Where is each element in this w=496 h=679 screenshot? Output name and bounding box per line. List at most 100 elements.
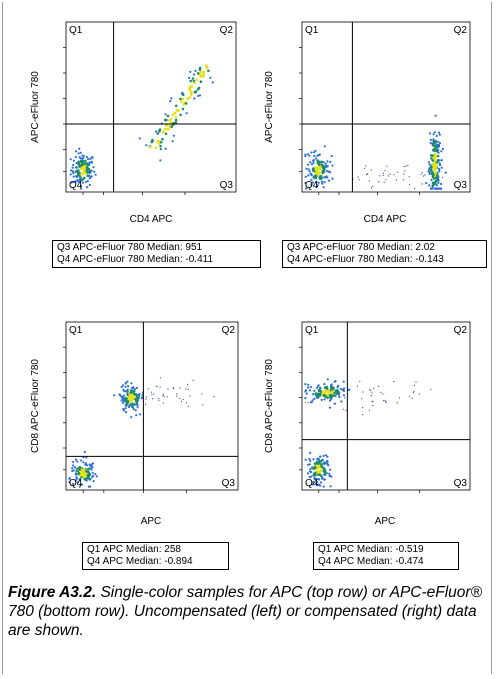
data-point (372, 400, 374, 402)
data-point (162, 395, 164, 397)
data-point (336, 386, 339, 389)
data-point (69, 173, 72, 176)
data-point (122, 409, 126, 412)
data-point (71, 467, 74, 470)
data-point (339, 387, 342, 390)
data-point (308, 463, 311, 466)
data-point (320, 398, 323, 401)
data-point (304, 401, 306, 403)
data-point (372, 405, 374, 407)
data-point (322, 186, 325, 189)
data-point (158, 399, 160, 401)
data-point (320, 465, 323, 468)
data-point (430, 170, 434, 174)
data-point (184, 102, 188, 105)
data-point (313, 389, 316, 392)
data-point (73, 466, 76, 469)
data-point (88, 174, 91, 177)
data-point (88, 162, 91, 165)
data-point (320, 160, 324, 164)
data-point (310, 163, 314, 166)
data-point (71, 170, 74, 173)
data-point (434, 114, 437, 117)
data-point (80, 469, 84, 473)
population (113, 380, 144, 419)
data-point (196, 72, 200, 75)
stats-line: Q4 APC-eFluor 780 Median: -0.411 (57, 254, 214, 265)
data-point (340, 400, 343, 403)
data-point (147, 388, 149, 390)
data-point (436, 154, 440, 158)
data-point (85, 165, 89, 169)
data-point (311, 399, 314, 402)
data-point (314, 171, 318, 175)
data-point (312, 393, 315, 396)
data-point (80, 187, 83, 190)
data-point (341, 388, 344, 391)
data-point (378, 385, 380, 387)
data-point (430, 165, 433, 169)
y-axis-label: CD8 APC-eFluor 780 (30, 359, 41, 453)
data-point (438, 167, 441, 170)
data-point (76, 481, 79, 484)
data-point (72, 159, 75, 162)
data-point (199, 75, 203, 78)
data-point (138, 394, 141, 397)
data-point (125, 383, 127, 385)
data-point (315, 174, 318, 178)
data-point (327, 464, 330, 467)
data-point (321, 182, 324, 185)
data-point (197, 94, 200, 97)
data-point (187, 388, 189, 390)
data-point (132, 392, 136, 396)
data-point (386, 165, 388, 167)
data-point (68, 480, 71, 484)
data-point (124, 407, 127, 410)
data-point (76, 179, 79, 182)
data-point (433, 164, 437, 168)
data-point (430, 178, 433, 181)
data-point (180, 100, 183, 104)
quadrant-label: Q2 (220, 25, 234, 36)
data-point (304, 383, 307, 386)
data-point (325, 385, 329, 389)
data-point (193, 81, 196, 85)
data-point (159, 386, 161, 388)
data-point (89, 176, 92, 179)
data-point (179, 397, 181, 399)
data-point (403, 165, 405, 167)
data-point (315, 477, 318, 481)
data-point (421, 172, 423, 174)
data-point (79, 176, 82, 179)
data-point (135, 400, 138, 404)
data-point (130, 416, 133, 419)
data-point (437, 175, 440, 178)
data-point (363, 167, 366, 169)
data-point (146, 396, 148, 398)
data-point (156, 385, 158, 387)
data-point (434, 180, 437, 184)
data-point (71, 166, 74, 169)
data-point (333, 380, 336, 383)
data-point (329, 397, 332, 401)
data-point (86, 186, 89, 189)
population (304, 451, 333, 488)
data-point (199, 80, 203, 83)
data-point (126, 399, 130, 403)
data-point (306, 153, 309, 156)
data-point (325, 170, 328, 173)
data-point (169, 118, 173, 121)
quadrant-label: Q1 (305, 25, 319, 36)
data-point (136, 404, 139, 407)
data-point (321, 477, 324, 480)
data-point (120, 385, 123, 389)
data-point (75, 170, 78, 173)
data-point (437, 140, 440, 143)
data-point (82, 461, 85, 464)
data-point (430, 187, 433, 190)
data-point (313, 476, 316, 479)
data-point (356, 385, 358, 387)
data-point (437, 151, 440, 154)
quadrant-label: Q3 (222, 478, 236, 489)
data-point (378, 181, 380, 183)
